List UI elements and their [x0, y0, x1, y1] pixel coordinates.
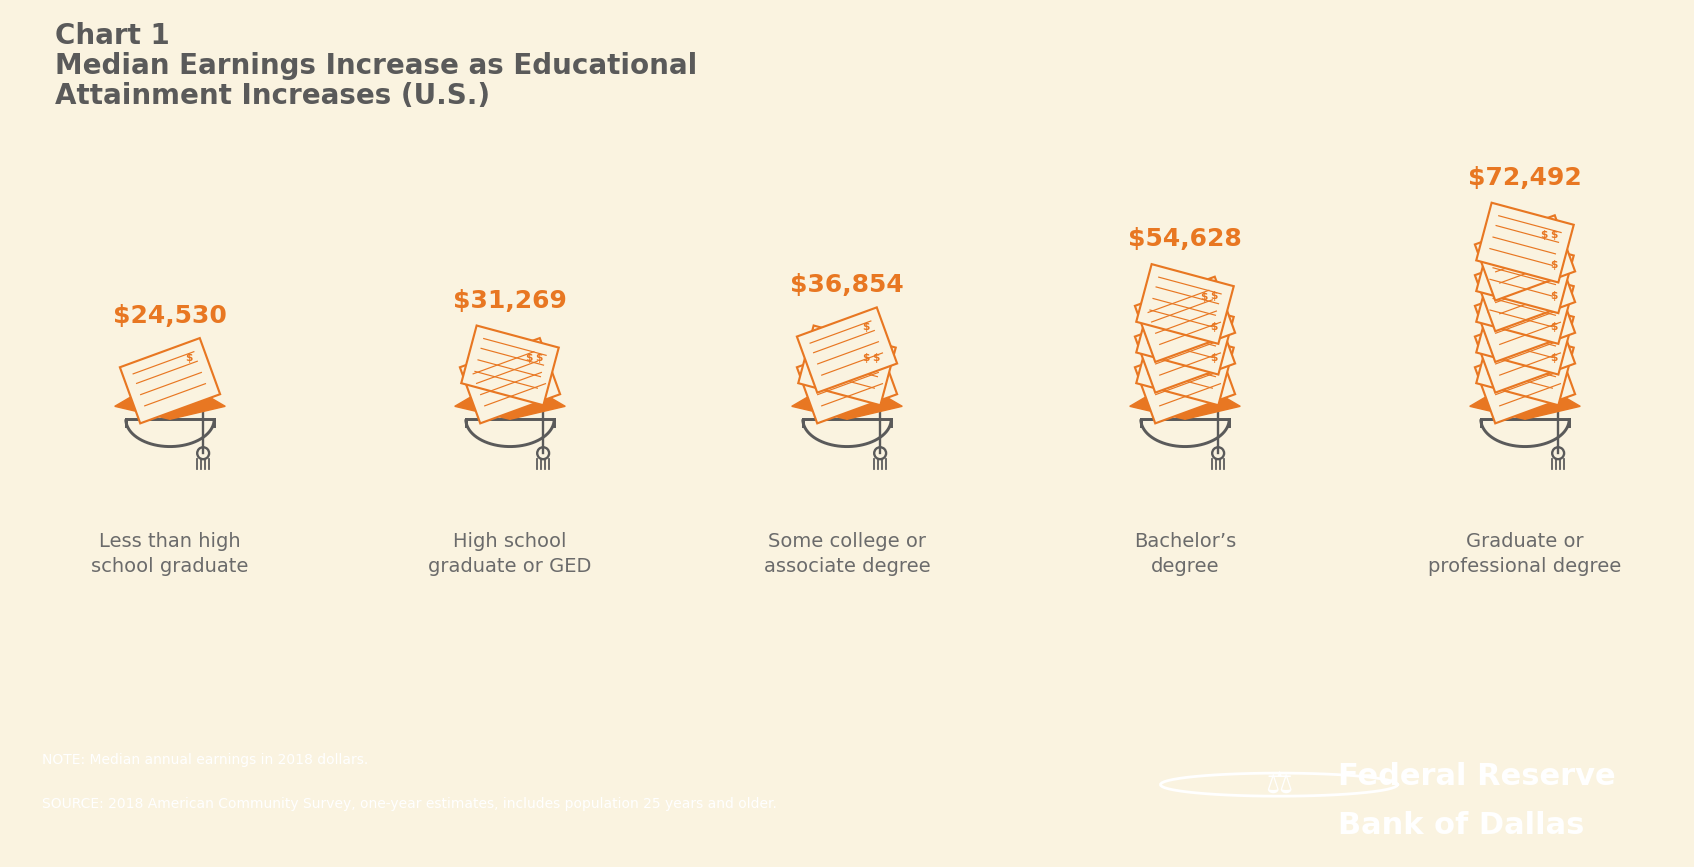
Text: $: $: [185, 353, 193, 363]
Polygon shape: [115, 374, 225, 420]
Text: $: $: [862, 323, 869, 332]
Polygon shape: [1475, 215, 1575, 301]
Polygon shape: [1475, 295, 1574, 375]
Polygon shape: [791, 374, 903, 420]
Text: High school
graduate or GED: High school graduate or GED: [429, 531, 591, 576]
Text: $: $: [1550, 260, 1557, 271]
Text: $: $: [862, 353, 869, 363]
Text: $: $: [525, 353, 532, 363]
Text: $54,628: $54,628: [1128, 227, 1242, 251]
Text: $: $: [872, 353, 879, 362]
Text: $: $: [1210, 291, 1218, 301]
Text: $: $: [1540, 323, 1548, 332]
Polygon shape: [796, 338, 898, 423]
Text: Federal Reserve: Federal Reserve: [1338, 762, 1616, 791]
Text: Graduate or
professional degree: Graduate or professional degree: [1428, 531, 1621, 576]
Text: Chart 1: Chart 1: [54, 22, 169, 50]
Polygon shape: [1475, 338, 1575, 423]
Polygon shape: [1135, 277, 1235, 362]
Text: $: $: [1550, 291, 1557, 301]
Text: $: $: [1550, 353, 1557, 362]
Text: ⚖: ⚖: [1265, 770, 1293, 799]
Text: Bachelor’s
degree: Bachelor’s degree: [1133, 531, 1237, 576]
Text: $: $: [535, 353, 542, 362]
Polygon shape: [459, 338, 561, 423]
Text: $: $: [1550, 230, 1557, 240]
Text: $: $: [1210, 322, 1218, 332]
Text: $: $: [1199, 323, 1208, 332]
Polygon shape: [1475, 308, 1575, 393]
Text: $: $: [1540, 353, 1548, 363]
Text: Some college or
associate degree: Some college or associate degree: [764, 531, 930, 576]
Polygon shape: [1470, 374, 1581, 420]
Polygon shape: [798, 325, 896, 405]
Polygon shape: [454, 374, 566, 420]
Text: $: $: [1540, 291, 1548, 302]
Polygon shape: [1475, 325, 1574, 405]
Text: $: $: [1199, 353, 1208, 363]
Text: SOURCE: 2018 American Community Survey, one-year estimates, includes population : SOURCE: 2018 American Community Survey, …: [42, 798, 778, 812]
Polygon shape: [796, 308, 898, 393]
Text: $24,530: $24,530: [113, 304, 227, 328]
Polygon shape: [1475, 264, 1574, 344]
Polygon shape: [1475, 233, 1574, 313]
Text: $: $: [1540, 230, 1548, 240]
Text: $36,854: $36,854: [789, 273, 905, 297]
Text: $: $: [1210, 353, 1218, 362]
Polygon shape: [1137, 295, 1233, 375]
Text: NOTE: Median annual earnings in 2018 dollars.: NOTE: Median annual earnings in 2018 dol…: [42, 753, 369, 767]
Text: $72,492: $72,492: [1469, 166, 1582, 190]
Text: Bank of Dallas: Bank of Dallas: [1338, 812, 1584, 840]
Polygon shape: [1475, 277, 1575, 362]
Polygon shape: [1135, 308, 1235, 393]
Text: Less than high
school graduate: Less than high school graduate: [91, 531, 249, 576]
Text: $: $: [1540, 261, 1548, 271]
Polygon shape: [1130, 374, 1240, 420]
Polygon shape: [1135, 338, 1235, 423]
Text: Median Earnings Increase as Educational: Median Earnings Increase as Educational: [54, 52, 698, 80]
Polygon shape: [1475, 246, 1575, 331]
Text: $: $: [1550, 322, 1557, 332]
Text: $: $: [1199, 291, 1208, 302]
Polygon shape: [1475, 203, 1574, 283]
Polygon shape: [1137, 325, 1233, 405]
Text: $31,269: $31,269: [452, 289, 567, 313]
Polygon shape: [120, 338, 220, 423]
Polygon shape: [1137, 264, 1233, 344]
Polygon shape: [461, 325, 559, 405]
Text: Attainment Increases (U.S.): Attainment Increases (U.S.): [54, 82, 490, 110]
